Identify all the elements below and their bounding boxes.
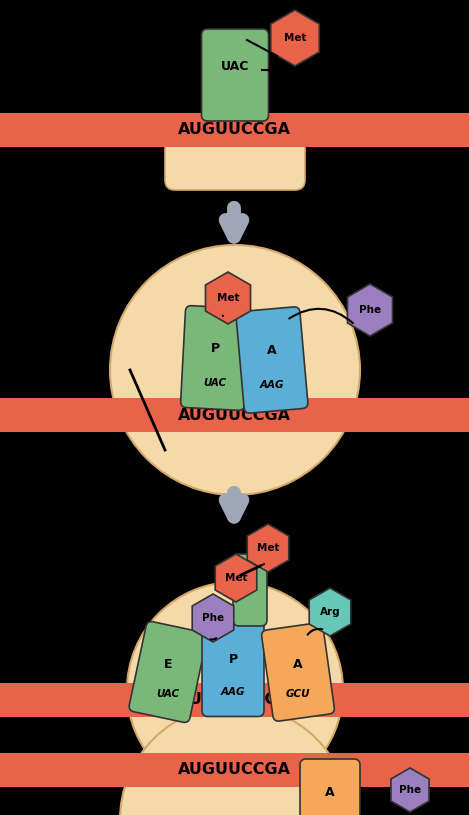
Polygon shape xyxy=(247,524,289,572)
Text: P: P xyxy=(211,342,219,355)
Text: AUGUUCCGA: AUGUUCCGA xyxy=(178,763,291,778)
Circle shape xyxy=(120,705,350,815)
Text: Met: Met xyxy=(284,33,306,43)
Text: Arg: Arg xyxy=(320,607,340,617)
Text: E: E xyxy=(164,658,172,671)
Bar xyxy=(0,683,469,717)
FancyBboxPatch shape xyxy=(129,622,207,722)
Text: Phe: Phe xyxy=(399,785,421,795)
Text: AUGUUCCGA: AUGUUCCGA xyxy=(178,408,291,422)
Polygon shape xyxy=(391,768,429,812)
Text: AAG: AAG xyxy=(260,381,284,390)
Text: Phe: Phe xyxy=(359,305,381,315)
FancyBboxPatch shape xyxy=(262,623,334,721)
Bar xyxy=(0,113,469,147)
Polygon shape xyxy=(309,588,351,636)
FancyBboxPatch shape xyxy=(233,554,267,626)
Text: AUGUUCCGA: AUGUUCCGA xyxy=(178,693,291,707)
Text: GCU: GCU xyxy=(286,689,310,699)
Text: A: A xyxy=(267,345,277,358)
Polygon shape xyxy=(215,554,257,602)
Polygon shape xyxy=(205,272,250,324)
FancyBboxPatch shape xyxy=(300,759,360,815)
Text: Met: Met xyxy=(217,293,239,303)
Polygon shape xyxy=(192,594,234,642)
Bar xyxy=(0,398,469,432)
Polygon shape xyxy=(348,284,393,336)
Text: Phe: Phe xyxy=(202,613,224,623)
Text: A: A xyxy=(325,786,335,800)
Circle shape xyxy=(127,582,343,798)
Text: P: P xyxy=(228,653,238,666)
FancyBboxPatch shape xyxy=(202,619,264,716)
FancyBboxPatch shape xyxy=(236,307,308,413)
Text: UAC: UAC xyxy=(221,60,249,73)
Text: A: A xyxy=(293,658,303,671)
Text: AUGUUCCGA: AUGUUCCGA xyxy=(178,122,291,138)
Text: Met: Met xyxy=(225,573,247,583)
Text: UAC: UAC xyxy=(204,378,227,388)
FancyBboxPatch shape xyxy=(181,306,250,410)
Bar xyxy=(0,753,469,787)
Text: Met: Met xyxy=(257,543,279,553)
FancyBboxPatch shape xyxy=(202,29,268,121)
Text: UAC: UAC xyxy=(157,689,180,699)
Circle shape xyxy=(110,245,360,495)
FancyBboxPatch shape xyxy=(165,125,305,190)
Polygon shape xyxy=(271,10,319,66)
Text: AAG: AAG xyxy=(221,687,245,697)
